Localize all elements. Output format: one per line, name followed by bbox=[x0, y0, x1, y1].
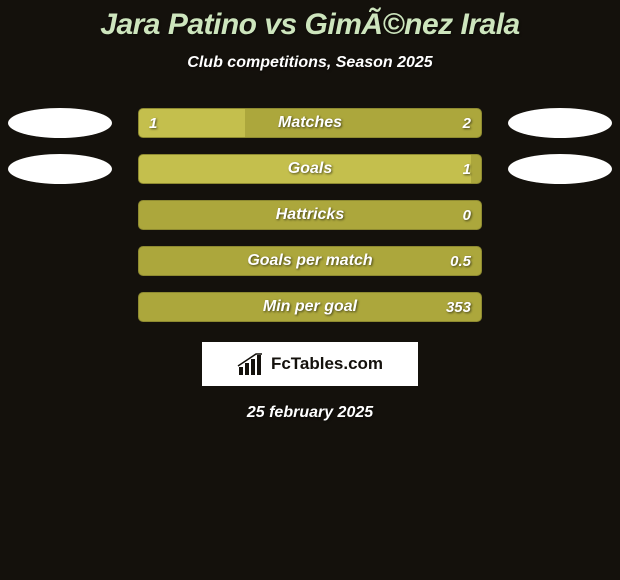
stat-row: Min per goal353 bbox=[0, 292, 620, 322]
player-right-marker bbox=[508, 154, 612, 184]
stat-row: Hattricks0 bbox=[0, 200, 620, 230]
value-right: 353 bbox=[446, 293, 471, 321]
value-right: 2 bbox=[463, 109, 471, 137]
bar-label: Goals per match bbox=[139, 247, 481, 275]
comparison-widget: Jara Patino vs GimÃ©nez Irala Club compe… bbox=[0, 0, 620, 580]
bar-label: Hattricks bbox=[139, 201, 481, 229]
logo-text: FcTables.com bbox=[271, 354, 383, 374]
subtitle: Club competitions, Season 2025 bbox=[0, 54, 620, 72]
chart-icon bbox=[237, 353, 265, 375]
bar-label: Min per goal bbox=[139, 293, 481, 321]
bar-track: Min per goal353 bbox=[138, 292, 482, 322]
bar-track: Matches12 bbox=[138, 108, 482, 138]
stats-rows: Matches12 Goals1 Hattricks0 Goals per match… bbox=[0, 108, 620, 322]
logo-box[interactable]: FcTables.com bbox=[202, 342, 418, 386]
bar-track: Hattricks0 bbox=[138, 200, 482, 230]
player-left-marker bbox=[8, 108, 112, 138]
stat-row: Goals1 bbox=[0, 154, 620, 184]
bar-track: Goals per match0.5 bbox=[138, 246, 482, 276]
bar-fill bbox=[139, 109, 245, 137]
value-right: 0 bbox=[463, 201, 471, 229]
stat-row: Matches12 bbox=[0, 108, 620, 138]
bar-fill bbox=[139, 155, 471, 183]
stat-row: Goals per match0.5 bbox=[0, 246, 620, 276]
player-right-marker bbox=[508, 108, 612, 138]
bar-track: Goals1 bbox=[138, 154, 482, 184]
date-text: 25 february 2025 bbox=[0, 404, 620, 422]
value-right: 0.5 bbox=[450, 247, 471, 275]
page-title: Jara Patino vs GimÃ©nez Irala bbox=[0, 8, 620, 42]
player-left-marker bbox=[8, 154, 112, 184]
